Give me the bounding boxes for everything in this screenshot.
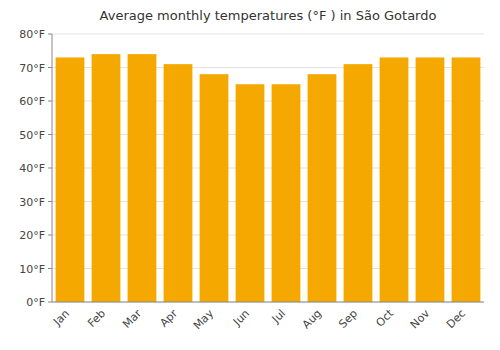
y-tick-label: 80°F [19,28,45,41]
chart-svg: Average monthly temperatures (°F ) in Sã… [0,0,500,350]
x-tick-label: Jul [269,307,288,326]
y-tick [48,201,52,202]
bar [164,64,193,302]
bar [452,57,481,302]
bars [56,54,481,302]
bar [56,57,85,302]
y-tick [48,34,52,35]
x-tick-label: Dec [444,307,468,331]
y-tick [48,235,52,236]
y-tick [48,268,52,269]
y-axis: 0°F 10°F 20°F 30°F 40°F 50°F 60°F 70°F 80°F [19,28,52,309]
y-tick-label: 30°F [19,196,45,209]
x-tick-label: Apr [157,307,180,330]
y-grid [52,34,484,302]
y-tick-label: 0°F [26,296,45,309]
y-tick-label: 60°F [19,95,45,108]
y-axis-line [52,34,53,302]
y-tick-label: 40°F [19,162,45,175]
x-tick-label: Nov [408,307,433,332]
y-tick-label: 70°F [19,62,45,75]
x-tick-label: Oct [373,306,396,329]
x-tick-label: Mar [120,307,144,331]
bar [272,84,301,302]
x-tick-label: Jan [50,307,72,329]
y-tick-label: 50°F [19,129,45,142]
bar [128,54,157,302]
y-tick-label: 10°F [19,263,45,276]
bar [236,84,265,302]
x-tick-label: Aug [300,307,324,331]
grid-line [52,302,484,303]
bar [308,74,337,302]
x-tick-label: Jun [230,307,252,329]
y-tick [48,134,52,135]
bar [344,64,373,302]
x-axis: Jan Feb Mar Apr May Jun Jul Aug Sep Oct Nov Dec [50,306,468,332]
chart-title: Average monthly temperatures (°F ) in Sã… [100,8,437,23]
y-tick-label: 20°F [19,229,45,242]
y-tick [48,168,52,169]
bar [416,57,445,302]
x-tick-label: Sep [336,307,360,331]
bar [380,57,409,302]
x-axis-line [52,302,484,303]
x-tick-label: Feb [85,307,108,330]
y-tick [48,302,52,303]
y-tick [48,67,52,68]
chart-container: Average monthly temperatures (°F ) in Sã… [0,0,500,350]
y-tick [48,101,52,102]
bar [92,54,121,302]
x-tick-label: May [191,307,217,333]
bar [200,74,229,302]
grid-line [52,34,484,35]
